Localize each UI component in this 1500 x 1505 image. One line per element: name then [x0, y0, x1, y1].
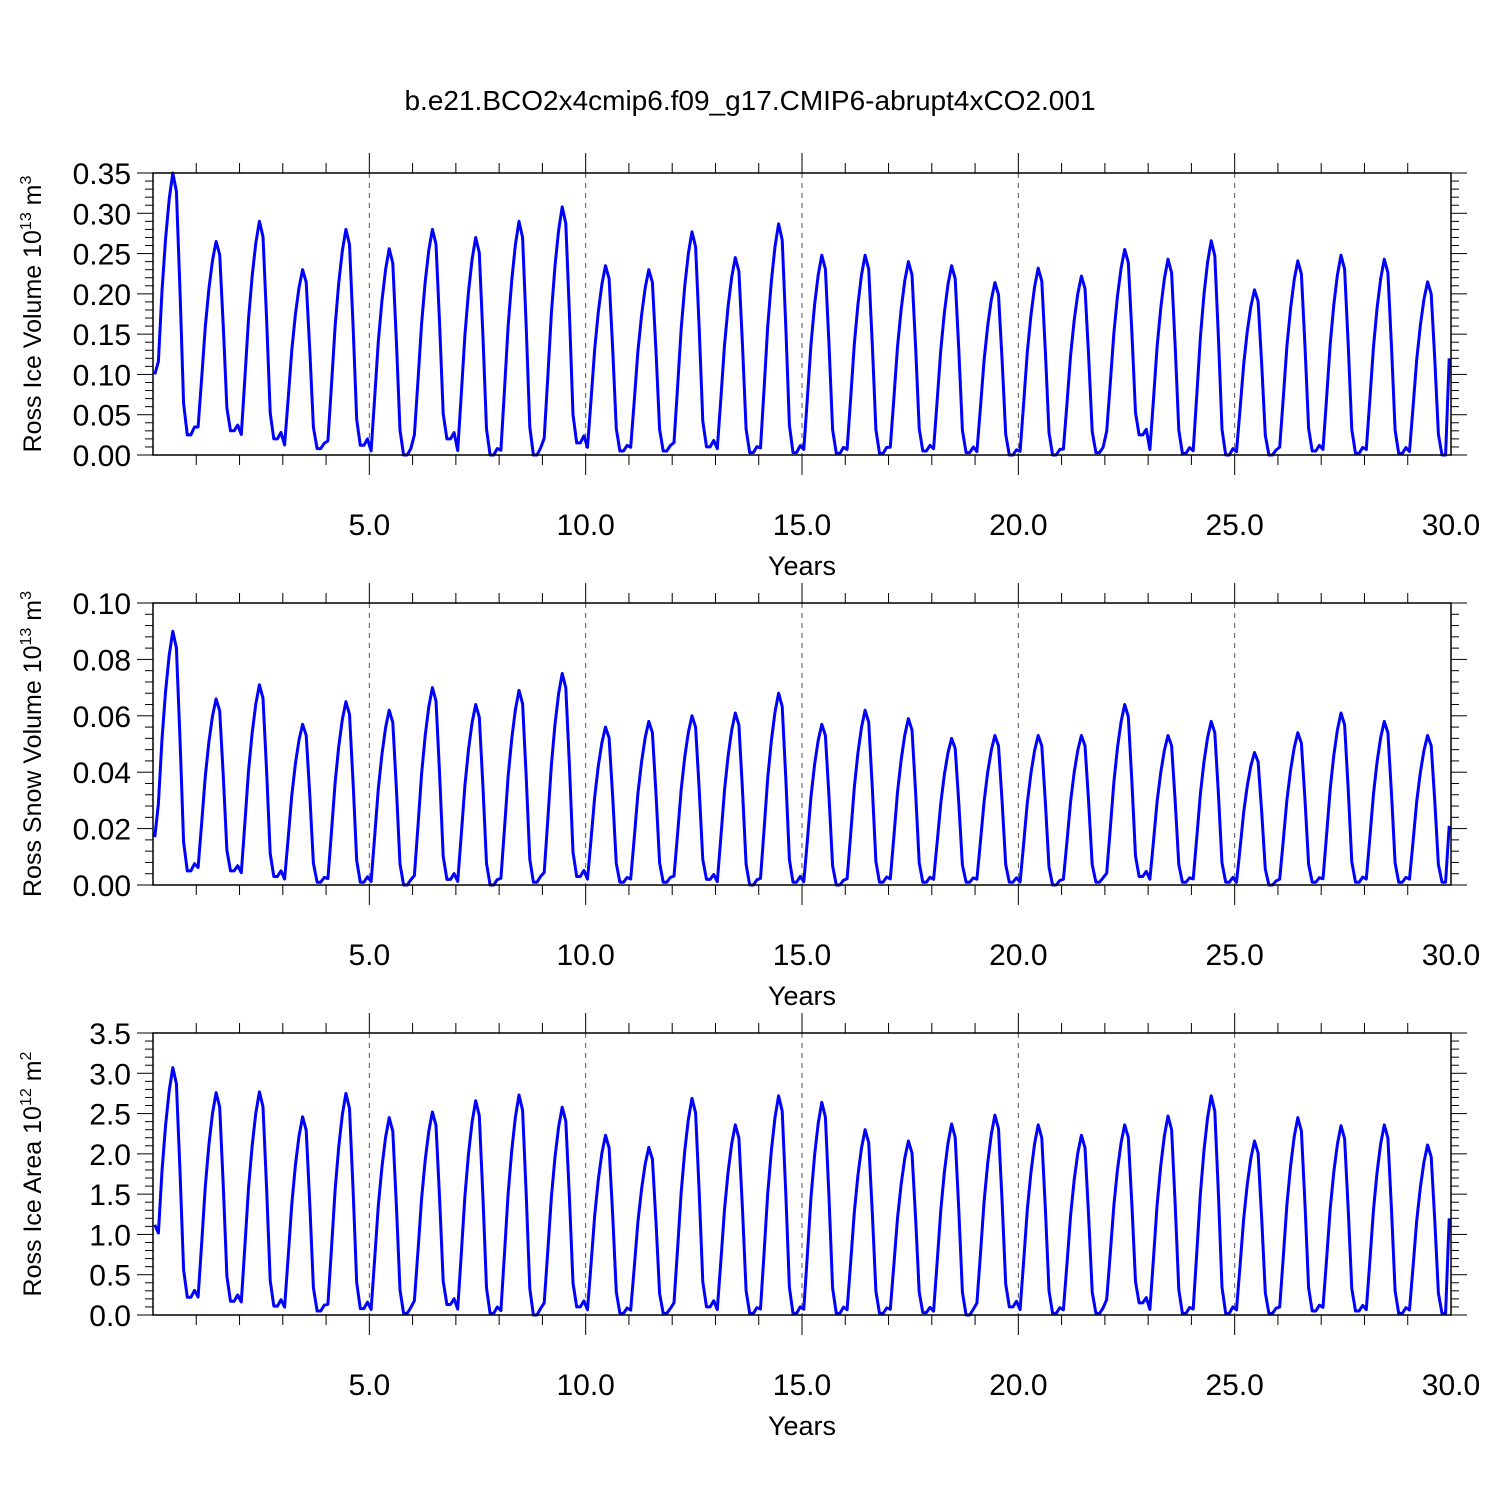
y-tick-label: 0.05	[73, 400, 131, 433]
y-tick-label: 0.0	[89, 1300, 131, 1333]
y-tick-label: 0.00	[73, 440, 131, 473]
panel-2: 0.00 0.02 0.04 0.06 0.08 0.10 5.0 10.0 15.0 20.0 2…	[18, 583, 1480, 1011]
y-axis-label: Ross Ice Area 1012 m2	[18, 1051, 47, 1296]
y-tick-label: 0.04	[73, 757, 131, 790]
y-tick-label: 0.08	[73, 644, 131, 677]
x-tick-label: 5.0	[348, 509, 390, 542]
x-tick-label: 20.0	[989, 1369, 1047, 1402]
series-line	[153, 1066, 1451, 1317]
x-tick-label: 30.0	[1422, 939, 1480, 972]
y-tick-label: 0.15	[73, 319, 131, 352]
y-axis-label: Ross Snow Volume 1013 m3	[18, 591, 47, 897]
y-axis-label-exponent: 13	[18, 628, 35, 646]
y-axis-label-part: Ross Ice Volume 10	[19, 230, 47, 452]
y-tick-label: 0.10	[73, 588, 131, 621]
x-tick-label: 10.0	[556, 509, 614, 542]
x-axis-label: Years	[768, 551, 836, 581]
x-axis-label: Years	[768, 981, 836, 1011]
x-tick-label: 5.0	[348, 1369, 390, 1402]
y-axis-label-exponent: 13	[18, 212, 35, 230]
y-tick-label: 2.5	[89, 1099, 131, 1132]
chart-title: b.e21.BCO2x4cmip6.f09_g17.CMIP6-abrupt4x…	[404, 85, 1095, 116]
x-tick-label: 25.0	[1205, 509, 1263, 542]
x-tick-label: 20.0	[989, 939, 1047, 972]
series-line	[153, 629, 1451, 887]
y-tick-label: 0.02	[73, 814, 131, 847]
y-axis-label-exponent: 12	[18, 1088, 35, 1106]
y-tick-label: 3.0	[89, 1058, 131, 1091]
series-line	[153, 171, 1451, 457]
x-tick-label: 25.0	[1205, 939, 1263, 972]
y-tick-label: 3.5	[89, 1018, 131, 1051]
plot-frame	[152, 172, 1452, 456]
panel-1: 0.00 0.05 0.10 0.15 0.20 0.25 0.30 0.35 5.0 10.0 1…	[18, 153, 1480, 581]
x-tick-label: 25.0	[1205, 1369, 1263, 1402]
y-tick-label: 0.20	[73, 279, 131, 312]
x-tick-label: 30.0	[1422, 509, 1480, 542]
y-tick-label: 0.00	[73, 870, 131, 903]
y-axis-label-exponent: 3	[18, 175, 35, 184]
x-axis-label: Years	[768, 1411, 836, 1441]
plot-frame	[152, 1032, 1452, 1316]
y-axis-label-part: Ross Ice Area 10	[19, 1106, 47, 1296]
x-tick-label: 5.0	[348, 939, 390, 972]
x-tick-label: 15.0	[773, 939, 831, 972]
y-tick-label: 0.25	[73, 239, 131, 272]
y-tick-label: 0.5	[89, 1260, 131, 1293]
y-tick-label: 1.0	[89, 1219, 131, 1252]
y-tick-label: 1.5	[89, 1179, 131, 1212]
y-tick-label: 0.06	[73, 701, 131, 734]
y-tick-label: 0.35	[73, 158, 131, 191]
plot-frame	[152, 602, 1452, 886]
panel-3: 0.0 0.5 1.0 1.5 2.0 2.5 3.0 3.5 5.0 10.0 15.0 20.0 2…	[18, 1013, 1480, 1441]
y-axis-label-exponent: 3	[18, 591, 35, 600]
x-tick-label: 10.0	[556, 1369, 614, 1402]
y-tick-label: 0.10	[73, 359, 131, 392]
y-axis-label-exponent: 2	[18, 1051, 35, 1060]
y-axis-label-part: m	[19, 1060, 47, 1088]
x-tick-label: 15.0	[773, 1369, 831, 1402]
x-tick-label: 30.0	[1422, 1369, 1480, 1402]
y-axis-label-part: m	[19, 600, 47, 628]
y-axis-label-part: m	[19, 184, 47, 212]
y-tick-label: 2.0	[89, 1139, 131, 1172]
y-axis-label: Ross Ice Volume 1013 m3	[18, 175, 47, 452]
x-tick-label: 10.0	[556, 939, 614, 972]
x-tick-label: 20.0	[989, 509, 1047, 542]
x-tick-label: 15.0	[773, 509, 831, 542]
y-axis-label-part: Ross Snow Volume 10	[19, 645, 47, 897]
y-tick-label: 0.30	[73, 198, 131, 231]
